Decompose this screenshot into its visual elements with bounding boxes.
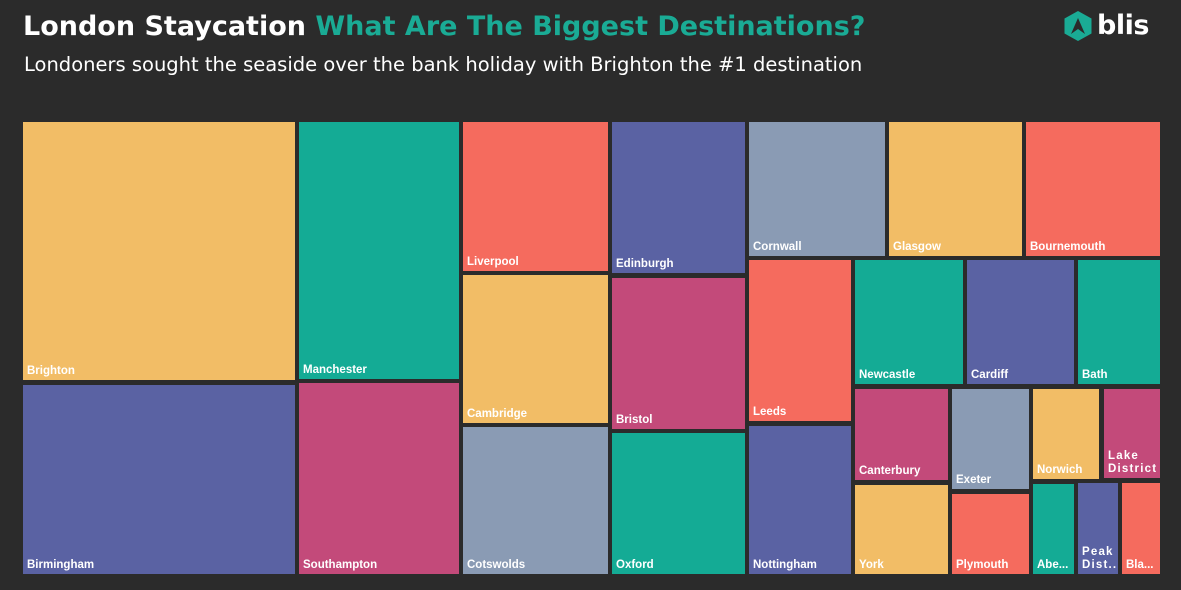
treemap-tile-label: Canterbury: [859, 465, 921, 477]
treemap-tile-bath: Bath: [1078, 260, 1160, 384]
treemap-tile-peak-dist: Peak Dist...: [1078, 483, 1118, 574]
treemap-tile-label: Exeter: [956, 474, 992, 486]
title-main: London Staycation: [23, 11, 306, 42]
treemap-tile-birmingham: Birmingham: [23, 385, 295, 574]
treemap-tile-label: Lake District: [1108, 450, 1158, 475]
treemap-tile-edinburgh: Edinburgh: [612, 122, 745, 273]
treemap-tile-label: Edinburgh: [616, 258, 674, 270]
treemap-tile-cambridge: Cambridge: [463, 275, 608, 423]
treemap-tile-york: York: [855, 485, 948, 574]
treemap-tile-manchester: Manchester: [299, 122, 459, 379]
treemap-tile-cornwall: Cornwall: [749, 122, 885, 256]
treemap-tile-label: York: [859, 559, 884, 571]
treemap-tile-label: Birmingham: [27, 559, 95, 571]
treemap-tile-brighton: Brighton: [23, 122, 295, 380]
treemap-tile-glasgow: Glasgow: [889, 122, 1022, 256]
treemap-tile-norwich: Norwich: [1033, 389, 1099, 479]
treemap-tile-label: Glasgow: [893, 241, 941, 253]
page-subtitle: Londoners sought the seaside over the ba…: [24, 53, 863, 76]
treemap-tile-newcastle: Newcastle: [855, 260, 963, 384]
treemap-tile-bristol: Bristol: [612, 278, 745, 429]
treemap-tile-liverpool: Liverpool: [463, 122, 608, 271]
treemap-tile-plymouth: Plymouth: [952, 494, 1029, 574]
treemap-tile-bournemouth: Bournemouth: [1026, 122, 1160, 256]
treemap-tile-label: Bristol: [616, 414, 653, 426]
treemap-tile-nottingham: Nottingham: [749, 426, 851, 574]
treemap-tile-label: Manchester: [303, 364, 367, 376]
treemap-tile-label: Abe...: [1037, 559, 1069, 571]
treemap-tile-exeter: Exeter: [952, 389, 1029, 489]
treemap-tile-cotswolds: Cotswolds: [463, 427, 608, 574]
treemap-tile-label: Bath: [1082, 369, 1108, 381]
treemap-tile-label: Cornwall: [753, 241, 802, 253]
treemap-tile-label: Plymouth: [956, 559, 1009, 571]
treemap-tile-lake-district: Lake District: [1104, 389, 1160, 478]
treemap-tile-label: Leeds: [753, 406, 787, 418]
treemap-tile-label: Cardiff: [971, 369, 1009, 381]
treemap-tile-label: Newcastle: [859, 369, 916, 381]
treemap-tile-label: Bla...: [1126, 559, 1154, 571]
treemap-tile-leeds: Leeds: [749, 260, 851, 421]
treemap-tile-label: Southampton: [303, 559, 378, 571]
treemap-tile-oxford: Oxford: [612, 433, 745, 574]
treemap-tile-label: Peak Dist...: [1082, 546, 1116, 571]
treemap-tile-label: Bournemouth: [1030, 241, 1106, 253]
treemap-tile-abe: Abe...: [1033, 484, 1074, 574]
logo-text: blis: [1097, 10, 1149, 41]
treemap-tile-label: Nottingham: [753, 559, 817, 571]
treemap-tile-label: Liverpool: [467, 256, 519, 268]
title-accent: What Are The Biggest Destinations?: [315, 11, 866, 42]
blis-logo-icon: [1064, 11, 1092, 41]
blis-logo: blis: [1062, 8, 1149, 44]
treemap-tile-canterbury: Canterbury: [855, 389, 948, 480]
treemap-tile-cardiff: Cardiff: [967, 260, 1074, 384]
treemap-tile-label: Cotswolds: [467, 559, 526, 571]
treemap-tile-label: Brighton: [27, 365, 75, 377]
treemap-tile-label: Cambridge: [467, 408, 528, 420]
treemap-tile-label: Norwich: [1037, 464, 1083, 476]
page-title: London Staycation What Are The Biggest D…: [23, 9, 865, 45]
treemap-tile-bla: Bla...: [1122, 483, 1160, 574]
treemap-tile-southampton: Southampton: [299, 383, 459, 574]
treemap-tile-label: Oxford: [616, 559, 654, 571]
